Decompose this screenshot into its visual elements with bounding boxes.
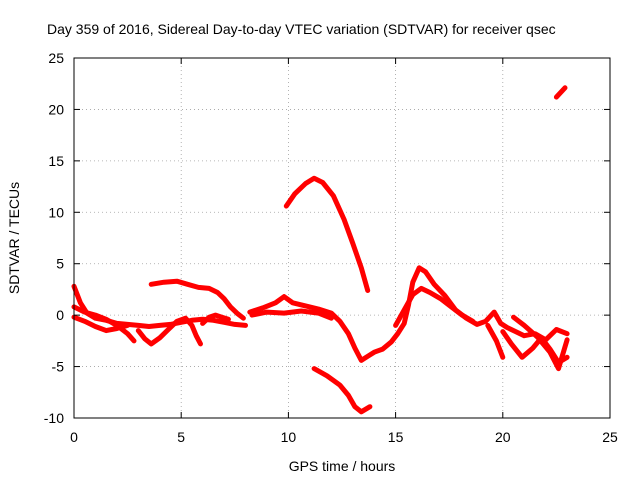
plot-frame bbox=[73, 57, 611, 419]
grid bbox=[74, 58, 610, 418]
x-tick-label: 15 bbox=[388, 429, 404, 445]
y-tick-label: 10 bbox=[48, 204, 64, 220]
x-tick-label: 10 bbox=[281, 429, 297, 445]
y-tick-label: -10 bbox=[44, 410, 64, 426]
x-axis-label: GPS time / hours bbox=[289, 458, 396, 474]
series-line-arc-6 bbox=[200, 312, 231, 326]
series-line-arc-11 bbox=[393, 285, 476, 328]
y-tick-label: -5 bbox=[52, 359, 65, 375]
series-line-arc-4 bbox=[148, 278, 246, 321]
series-line-arc-5 bbox=[135, 315, 203, 347]
y-tick-label: 20 bbox=[48, 101, 64, 117]
chart-title: Day 359 of 2016, Sidereal Day-to-day VTE… bbox=[47, 21, 556, 37]
y-tick-label: 5 bbox=[56, 256, 64, 272]
x-tick-label: 0 bbox=[70, 429, 78, 445]
series-line-arc-13 bbox=[500, 329, 570, 365]
y-tick-label: 0 bbox=[56, 307, 64, 323]
series-line-arc-14 bbox=[511, 314, 570, 372]
y-tick-label: 25 bbox=[48, 50, 64, 66]
series-group bbox=[71, 85, 570, 415]
series-line-arc-9 bbox=[283, 175, 371, 293]
x-tick-label: 20 bbox=[495, 429, 511, 445]
y-tick-label: 15 bbox=[48, 153, 64, 169]
series-line-arc-12 bbox=[485, 322, 506, 360]
series-line-arc-3 bbox=[71, 314, 131, 334]
y-axis-label: SDTVAR / TECUs bbox=[6, 182, 22, 294]
axis-ticks: 0 5 10 15 20 25 -10 -5 0 5 10 15 20 25 bbox=[44, 50, 618, 445]
series-line-arc-7 bbox=[247, 265, 570, 363]
x-tick-label: 25 bbox=[602, 429, 618, 445]
series-line-arc-1 bbox=[71, 283, 248, 329]
series-line-arc-8 bbox=[249, 308, 334, 321]
series-line-arc-15 bbox=[553, 85, 568, 100]
x-tick-label: 5 bbox=[177, 429, 185, 445]
series-line-arc-2 bbox=[71, 304, 137, 344]
series-line-arc-10 bbox=[311, 366, 373, 415]
